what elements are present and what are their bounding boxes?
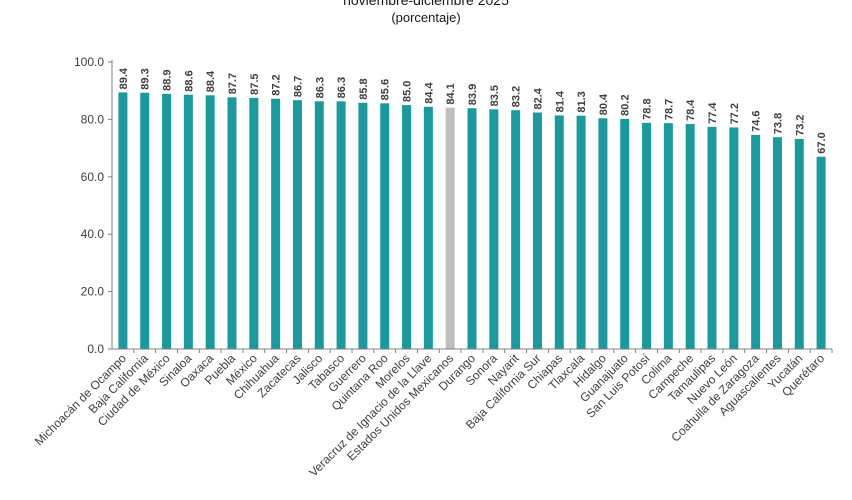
bar (816, 156, 826, 349)
data-label: 87.5 (249, 73, 261, 94)
data-label: 85.6 (380, 79, 392, 100)
data-label: 85.0 (402, 81, 414, 102)
bar (576, 115, 586, 349)
data-label: 88.9 (162, 69, 174, 90)
data-label: 77.4 (707, 102, 719, 124)
bar (620, 118, 630, 350)
bar (183, 94, 193, 349)
data-label: 88.4 (205, 70, 217, 92)
data-label: 88.6 (183, 70, 195, 91)
bar (118, 92, 128, 349)
chart-title: noviembre-diciembre 2025 (343, 0, 509, 8)
y-tick-label: 20.0 (81, 285, 105, 299)
data-label: 87.7 (227, 73, 239, 94)
data-label: 81.4 (554, 90, 566, 112)
bar (685, 123, 695, 349)
bar (707, 126, 717, 349)
y-tick-label: 0.0 (87, 342, 104, 356)
bar (423, 106, 433, 349)
y-tick-label: 40.0 (81, 227, 105, 241)
data-label: 84.1 (445, 83, 457, 104)
data-label: 73.2 (794, 114, 806, 135)
bar (751, 134, 761, 349)
data-label: 87.2 (271, 74, 283, 95)
bar (249, 97, 259, 349)
bar (794, 138, 804, 349)
data-label: 83.2 (511, 86, 523, 107)
bar (467, 108, 477, 349)
bar (554, 115, 564, 350)
data-label: 74.6 (751, 110, 763, 131)
bar (314, 101, 324, 349)
data-label: 73.8 (772, 113, 784, 134)
data-label: 78.7 (663, 99, 675, 120)
bar (271, 98, 281, 350)
bar (532, 112, 542, 350)
data-label: 83.5 (489, 85, 501, 106)
data-label: 81.3 (576, 91, 588, 112)
data-label: 82.4 (532, 87, 544, 109)
data-label: 86.7 (292, 76, 304, 97)
bar (336, 101, 346, 349)
bar (598, 118, 608, 349)
data-label: 77.2 (729, 103, 741, 124)
bar (489, 109, 499, 349)
y-tick-label: 100.0 (74, 55, 104, 69)
bar (140, 92, 150, 350)
y-axis: 0.0 20.0 40.0 60.0 80.0 100.0 (74, 55, 113, 356)
bar (663, 123, 673, 349)
bar (380, 103, 390, 349)
bar (402, 105, 412, 349)
data-label: 78.4 (685, 99, 697, 121)
data-label: 89.3 (140, 68, 152, 89)
bar (511, 110, 521, 349)
bar (445, 107, 455, 350)
bar (358, 102, 368, 349)
data-label: 80.4 (598, 93, 610, 115)
data-label: 89.4 (118, 67, 130, 89)
data-label: 78.8 (642, 98, 654, 119)
bar (292, 100, 302, 350)
bar (729, 127, 739, 349)
bar (772, 137, 782, 349)
chart-subtitle: (porcentaje) (391, 10, 461, 25)
y-tick-label: 60.0 (81, 170, 105, 184)
data-label: 80.2 (620, 94, 632, 115)
bars: 89.4 89.3 88.9 88.6 88.4 87.7 87.5 87.2 86.7 86.3… (118, 67, 828, 350)
data-label: 86.3 (314, 77, 326, 98)
bar (205, 95, 215, 350)
y-tick-label: 80.0 (81, 112, 105, 126)
data-label: 67.0 (816, 132, 828, 153)
bar (162, 93, 172, 350)
data-label: 84.4 (423, 81, 435, 103)
data-label: 83.9 (467, 84, 479, 105)
data-label: 85.8 (358, 78, 370, 99)
bar (227, 97, 237, 350)
bar (642, 122, 652, 350)
data-label: 86.3 (336, 77, 348, 98)
